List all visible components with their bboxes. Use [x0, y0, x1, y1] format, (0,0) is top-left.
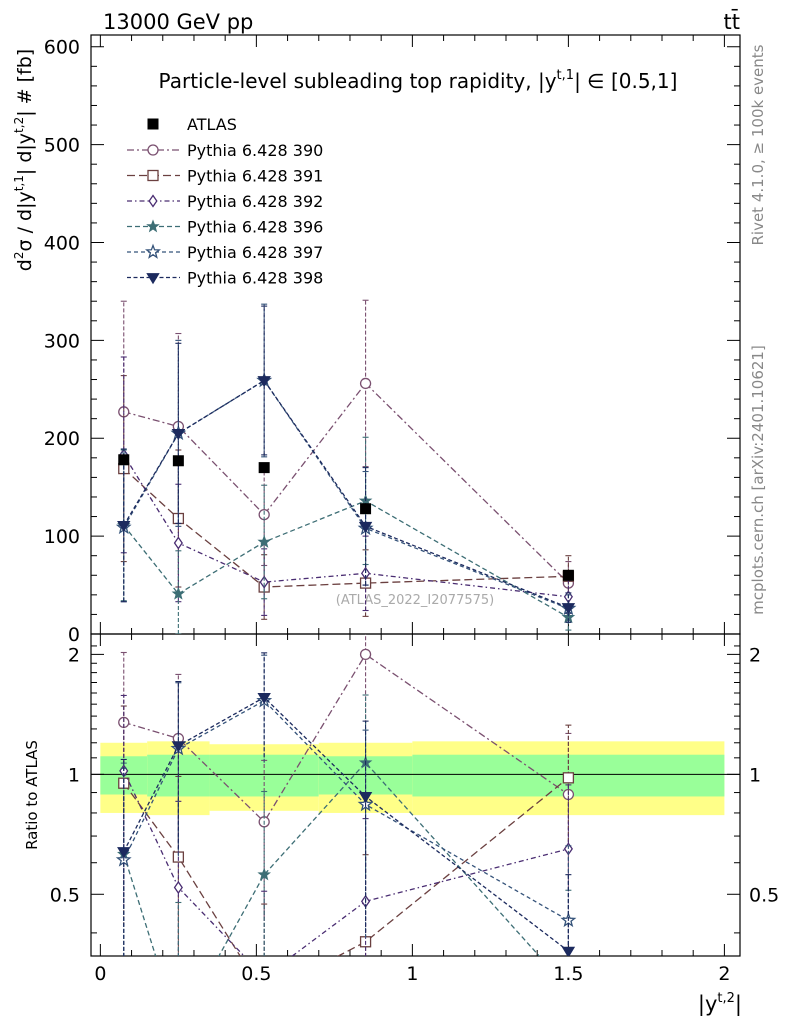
atlas-data-point — [172, 455, 184, 467]
y-tick-label: 0 — [68, 624, 80, 646]
data-point — [257, 534, 271, 548]
energy-label: 13000 GeV pp — [103, 10, 253, 34]
y-tick-label: 300 — [44, 330, 80, 352]
data-point — [173, 536, 183, 550]
mcplots-label: mcplots.cern.ch [arXiv:2401.10621] — [749, 345, 767, 615]
legend-label: Pythia 6.428 396 — [187, 218, 323, 237]
ratio-tick-label-left: 2 — [68, 644, 80, 666]
legend-label: Pythia 6.428 391 — [187, 167, 323, 186]
ratio-tick-label-right: 0.5 — [749, 884, 779, 906]
ratio-data-point — [117, 847, 131, 859]
data-point — [359, 377, 372, 390]
chart-title-suffix: | ∈ [0.5,1] — [574, 69, 677, 93]
series-line — [123, 379, 569, 609]
ratio-data-point — [257, 867, 271, 881]
ratio-series-line — [123, 777, 569, 956]
ratio-bands — [100, 741, 725, 816]
legend-marker — [147, 144, 159, 156]
data-point — [257, 376, 271, 388]
legend-marker — [148, 194, 158, 208]
ratio-tick-label-left: 1 — [68, 764, 80, 786]
legend-label: Pythia 6.428 398 — [187, 269, 323, 288]
x-tick-label: 2 — [718, 963, 730, 985]
legend-label: ATLAS — [187, 115, 237, 134]
x-axis-label: |yt,2| — [698, 991, 742, 1017]
axis-ticks — [91, 35, 740, 956]
ratio-tick-label-right: 2 — [749, 644, 761, 666]
ratio-data-point — [562, 772, 575, 784]
data-point — [171, 428, 186, 441]
legend-label: Pythia 6.428 392 — [187, 192, 323, 211]
ratio-plot-frame — [90, 633, 741, 957]
y-tick-label: 200 — [44, 428, 80, 450]
watermark: (ATLAS_2022_I2077575) — [336, 593, 494, 608]
legend-label: Pythia 6.428 390 — [187, 141, 323, 160]
series-line — [123, 379, 569, 610]
legend-marker — [147, 169, 159, 182]
ratio-data-point — [359, 648, 372, 661]
x-tick-label: 0 — [94, 963, 106, 985]
ratio-series-line — [123, 761, 541, 956]
ratio-data-point — [257, 692, 271, 705]
ratio-data-point — [561, 946, 576, 956]
ratio-y-axis-label: Ratio to ATLAS — [23, 740, 41, 850]
legend-label: Pythia 6.428 397 — [187, 243, 323, 262]
ratio-data-point — [358, 792, 373, 804]
rivet-label: Rivet 4.1.0, ≥ 100k events — [749, 44, 767, 245]
chart-title-sup: t,1 — [557, 68, 575, 83]
atlas-data-point — [562, 569, 574, 581]
y-tick-label: 500 — [44, 135, 80, 157]
ratio-data-point — [171, 741, 186, 753]
series-line — [123, 382, 569, 584]
atlas-data-point — [360, 503, 372, 515]
chart-title-prefix: Particle-level subleading top rapidity, … — [159, 69, 557, 93]
ratio-series — [115, 634, 577, 1000]
chart-title: Particle-level subleading top rapidity, … — [159, 68, 678, 93]
legend-marker — [146, 219, 160, 233]
main-data — [118, 454, 574, 581]
main-series — [115, 299, 577, 634]
data-point — [171, 586, 186, 600]
x-tick-label: 0.5 — [241, 963, 271, 985]
legend-marker — [145, 243, 161, 259]
data-point — [561, 603, 576, 615]
y-tick-label: 400 — [44, 232, 80, 254]
atlas-data-point — [258, 462, 270, 474]
series-line — [123, 468, 569, 588]
y-tick-label: 100 — [44, 526, 80, 548]
y-tick-label: 600 — [44, 37, 80, 59]
ratio-tick-label-left: 0.5 — [50, 884, 80, 906]
legend-marker — [146, 273, 160, 285]
ratio-series-line — [123, 696, 569, 952]
ratio-data-point — [173, 880, 183, 895]
ratio-tick-label-right: 1 — [749, 764, 761, 786]
y-axis-label: d2σ / d|yt,1| d|yt,2| # [fb] — [12, 49, 36, 271]
data-point — [117, 520, 131, 533]
legend: ATLAS Pythia 6.428 390 Pythia 6.428 391 Pyt… — [127, 115, 323, 288]
x-tick-label: 1.5 — [553, 963, 583, 985]
data-point — [259, 575, 269, 589]
x-tick-label: 1 — [406, 963, 418, 985]
legend-marker-atlas — [147, 118, 159, 130]
process-label: tt̄ — [724, 9, 740, 34]
series-line — [123, 454, 569, 598]
atlas-data-point — [118, 454, 130, 466]
data-point — [358, 521, 373, 534]
ratio-data-point — [259, 990, 269, 1000]
